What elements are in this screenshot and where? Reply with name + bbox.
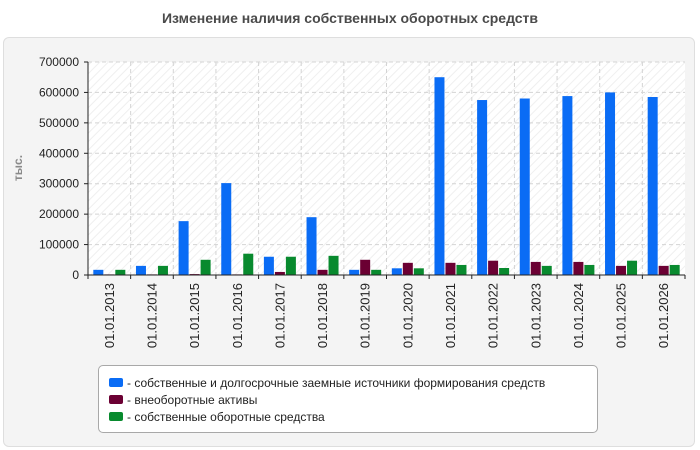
y-tick-labels: 0 100000 200000 300000 400000 500000 600000 700… [39, 55, 79, 282]
bar-series-2-2 [200, 259, 211, 275]
bar-series-1-7 [402, 262, 413, 275]
x-tick-label: 01.01.2021 [443, 283, 458, 348]
y-tick-label: 200000 [39, 207, 79, 221]
x-tick-label: 01.01.2017 [272, 283, 287, 348]
y-tick-label: 400000 [39, 146, 79, 160]
legend-swatch-working-capital [109, 412, 123, 421]
bar-series-0-11 [562, 96, 573, 275]
y-tick-label: 300000 [39, 177, 79, 191]
bar-series-2-4 [285, 256, 296, 275]
bar-series-2-8 [456, 264, 467, 275]
legend-label-sources: - собственные и долгосрочные заемные ист… [127, 375, 546, 390]
x-tick-labels: 01.01.2013 01.01.2014 01.01.2015 01.01.2016… [102, 283, 671, 348]
bar-series-2-9 [499, 268, 510, 275]
y-tick-label: 600000 [39, 85, 79, 99]
bar-series-2-13 [669, 264, 680, 275]
bar-series-1-4 [274, 271, 285, 275]
bar-series-2-1 [157, 265, 168, 275]
x-tick-label: 01.01.2023 [528, 283, 543, 348]
y-tick-label: 500000 [39, 116, 79, 130]
bar-series-0-3 [221, 183, 232, 275]
legend: - собственные и долгосрочные заемные ист… [98, 365, 598, 433]
bar-series-2-12 [627, 260, 638, 275]
legend-label-working-capital: - собственные оборотные средства [127, 409, 325, 424]
x-tick-label: 01.01.2013 [102, 283, 117, 348]
y-axis-label: тыс. [11, 155, 25, 181]
axes [84, 61, 686, 279]
bar-series-2-7 [413, 268, 424, 275]
bar-series-0-8 [434, 77, 445, 275]
x-tick-label: 01.01.2020 [400, 283, 415, 348]
bar-series-0-2 [178, 221, 189, 275]
bar-series-0-10 [519, 98, 530, 275]
x-tick-label: 01.01.2019 [358, 283, 373, 348]
bars [93, 77, 680, 276]
x-tick-label: 01.01.2024 [571, 283, 586, 348]
legend-swatch-noncurrent-assets [109, 395, 123, 404]
bar-series-2-5 [328, 255, 339, 275]
bar-series-0-6 [349, 269, 360, 275]
x-tick-label: 01.01.2014 [144, 283, 159, 348]
bar-series-0-4 [263, 256, 274, 275]
x-tick-label: 01.01.2015 [187, 283, 202, 348]
legend-swatch-sources [109, 378, 123, 387]
y-tick-label: 700000 [39, 55, 79, 69]
legend-item-working-capital: - собственные оборотные средства [109, 408, 597, 425]
y-tick-label: 0 [72, 268, 79, 282]
bar-series-1-13 [658, 265, 669, 275]
bar-series-0-5 [306, 217, 317, 275]
x-tick-label: 01.01.2022 [486, 283, 501, 348]
bar-series-1-9 [488, 260, 499, 275]
bar-series-1-12 [616, 265, 627, 275]
legend-item-sources: - собственные и долгосрочные заемные ист… [109, 374, 597, 391]
bar-series-2-3 [243, 253, 254, 275]
bar-series-0-0 [93, 269, 104, 275]
bar-series-0-9 [477, 100, 488, 276]
bar-series-0-7 [391, 268, 402, 275]
bar-series-2-6 [371, 269, 382, 275]
bar-series-1-6 [360, 259, 371, 275]
gridlines [88, 61, 685, 275]
legend-label-noncurrent-assets: - внеоборотные активы [127, 392, 258, 407]
bar-series-0-12 [605, 92, 616, 275]
bar-series-0-13 [647, 96, 658, 275]
chart-title: Изменение наличия собственных оборотных … [161, 10, 539, 26]
legend-item-noncurrent-assets: - внеоборотные активы [109, 391, 597, 408]
x-tick-label: 01.01.2016 [230, 283, 245, 348]
bar-series-2-0 [115, 269, 126, 275]
bar-series-0-1 [135, 265, 146, 275]
x-tick-label: 01.01.2026 [656, 283, 671, 348]
bar-series-1-5 [317, 269, 328, 275]
x-tick-label: 01.01.2025 [614, 283, 629, 348]
x-tick-label: 01.01.2018 [315, 283, 330, 348]
bar-series-1-11 [573, 261, 584, 275]
y-tick-label: 100000 [39, 238, 79, 252]
bar-series-1-10 [530, 261, 541, 275]
bar-series-2-10 [541, 265, 552, 275]
bar-series-2-11 [584, 264, 595, 275]
bar-series-1-8 [445, 262, 456, 275]
